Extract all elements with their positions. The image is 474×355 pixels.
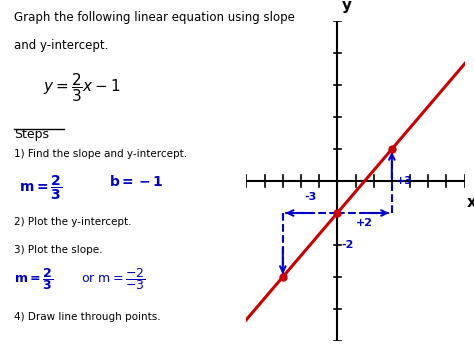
- Text: and y-intercept.: and y-intercept.: [14, 39, 109, 52]
- Text: 4) Draw line through points.: 4) Draw line through points.: [14, 312, 161, 322]
- Text: +2: +2: [356, 218, 373, 228]
- Text: y: y: [342, 0, 352, 13]
- Text: -2: -2: [341, 240, 353, 250]
- Text: Graph the following linear equation using slope: Graph the following linear equation usin…: [14, 11, 295, 24]
- Text: +3: +3: [395, 176, 412, 186]
- Text: x: x: [467, 195, 474, 211]
- Text: 3) Plot the slope.: 3) Plot the slope.: [14, 245, 103, 255]
- Text: $\mathbf{m = \dfrac{2}{3}}$: $\mathbf{m = \dfrac{2}{3}}$: [19, 174, 62, 202]
- Text: $\mathbf{b = -1}$: $\mathbf{b = -1}$: [109, 174, 164, 189]
- Text: $\mathrm{or\ m} = \dfrac{-2}{-3}$: $\mathrm{or\ m} = \dfrac{-2}{-3}$: [81, 266, 146, 292]
- Text: $y = \dfrac{2}{3}x - 1$: $y = \dfrac{2}{3}x - 1$: [43, 71, 120, 104]
- Text: 2) Plot the y-intercept.: 2) Plot the y-intercept.: [14, 217, 132, 226]
- Text: Steps: Steps: [14, 128, 49, 141]
- Text: 1) Find the slope and y-intercept.: 1) Find the slope and y-intercept.: [14, 149, 187, 159]
- Text: -3: -3: [304, 192, 316, 202]
- Text: $\mathbf{m = \dfrac{2}{3}}$: $\mathbf{m = \dfrac{2}{3}}$: [14, 266, 53, 292]
